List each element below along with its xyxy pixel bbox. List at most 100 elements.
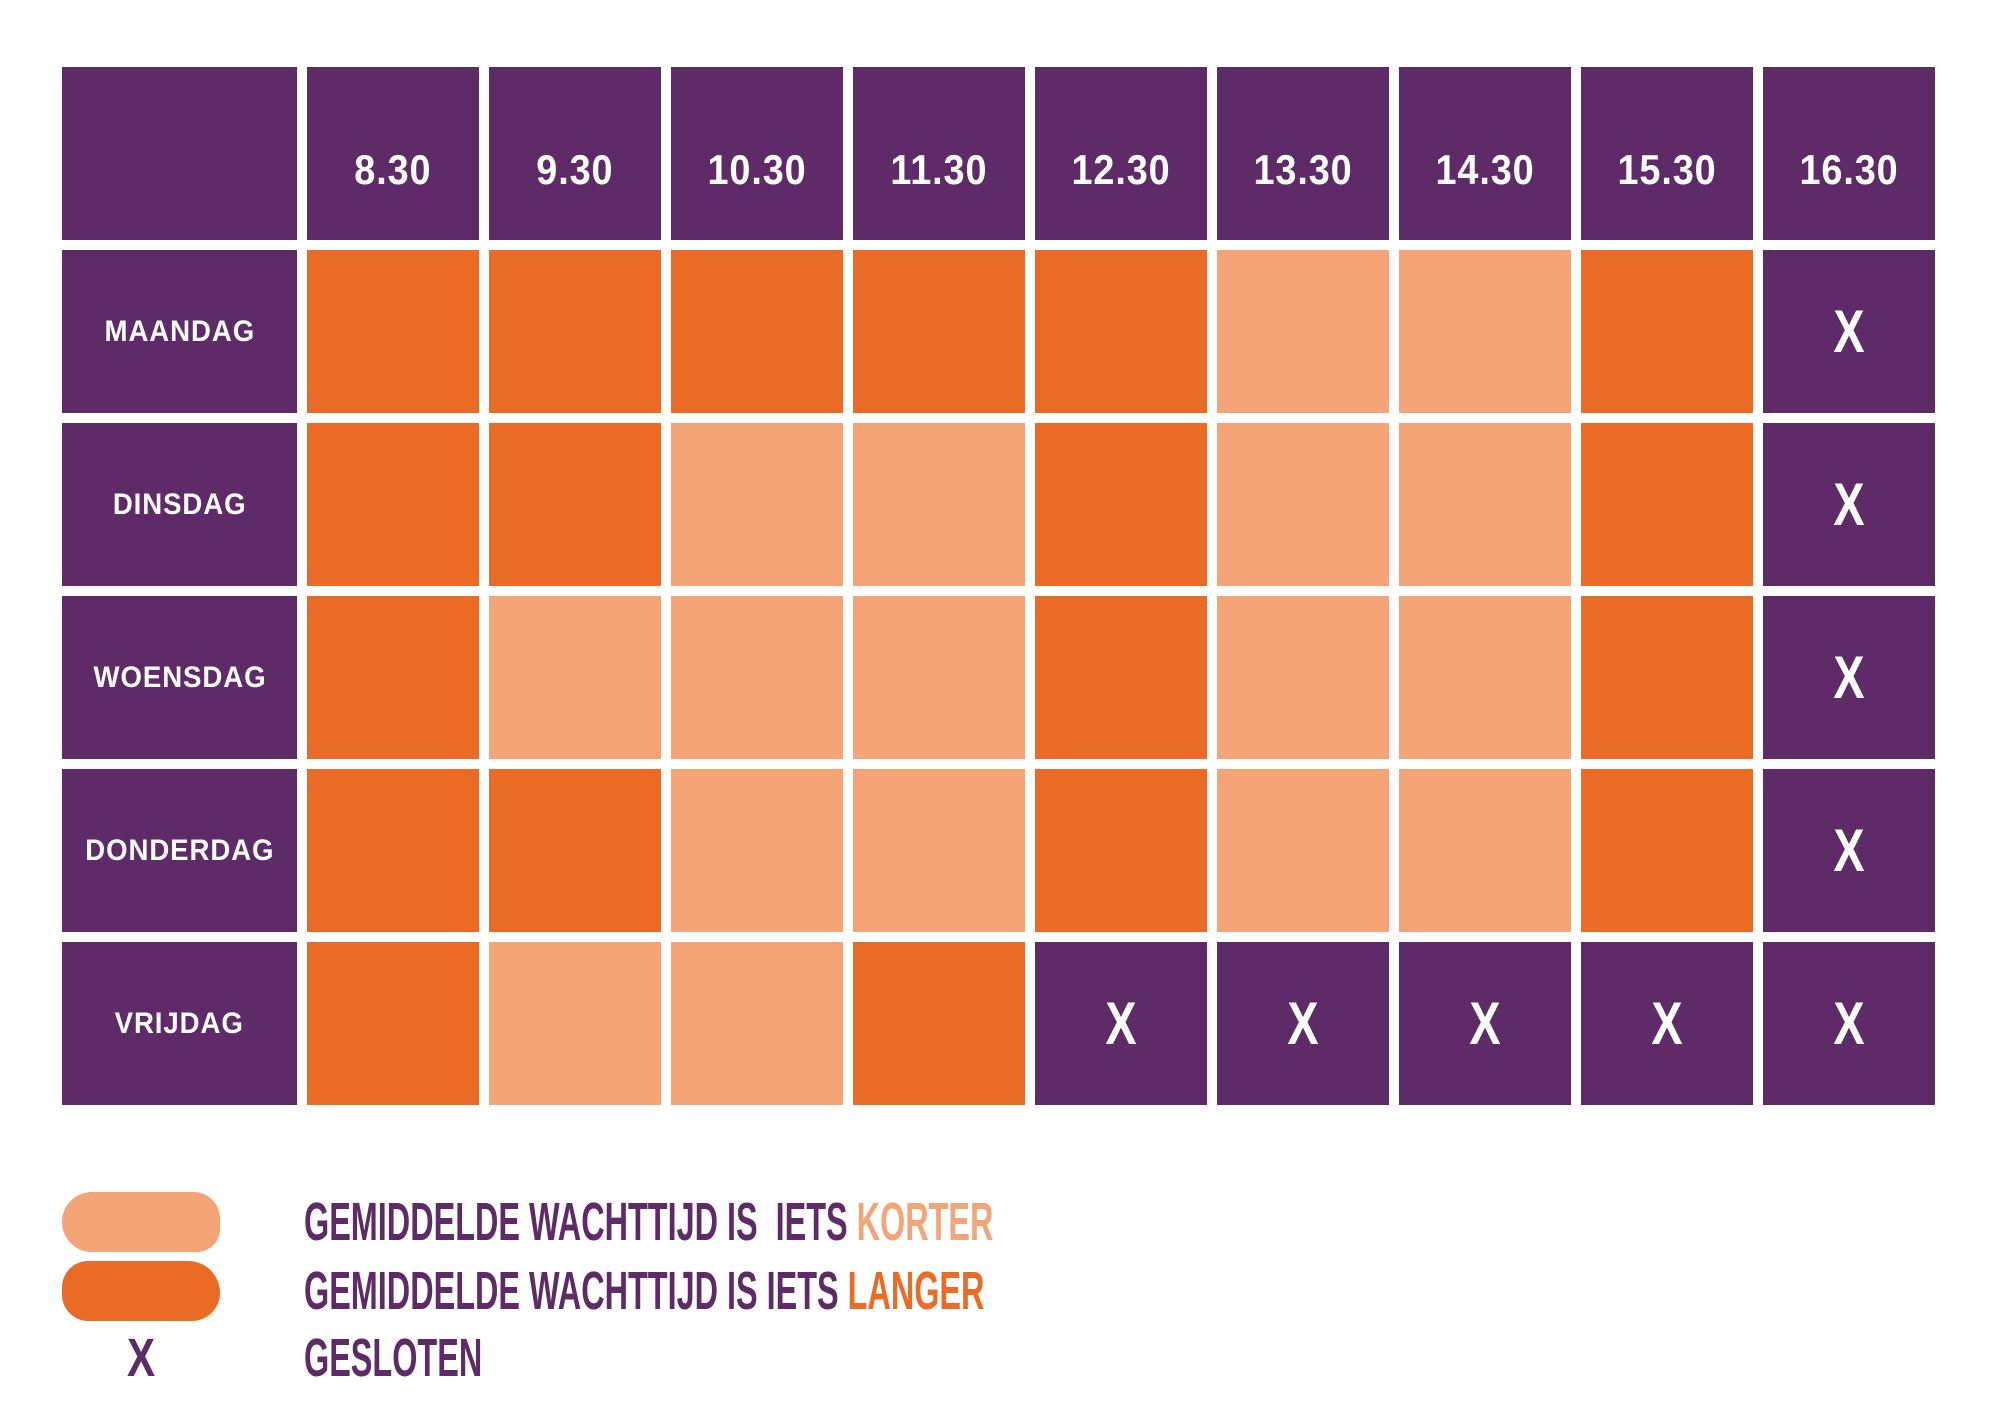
closed-cell-label: X xyxy=(1469,990,1501,1057)
wait-cell-langer xyxy=(853,250,1025,413)
wait-cell-korter xyxy=(1399,250,1571,413)
wait-cell-korter xyxy=(671,769,843,932)
legend-langer-prefix: GEMIDDELDE WACHTTIJD IS IETS xyxy=(304,1261,848,1321)
wait-cell-langer xyxy=(671,250,843,413)
time-header-8-30: 8.30 xyxy=(307,67,479,240)
day-label-dinsdag: DINSDAG xyxy=(62,423,297,586)
time-header-9-30: 9.30 xyxy=(489,67,661,240)
closed-x-mark: X xyxy=(62,1328,220,1388)
wait-cell-langer xyxy=(1581,423,1753,586)
day-label-woensdag-label: WOENSDAG xyxy=(93,660,266,694)
legend-langer-highlight: LANGER xyxy=(847,1261,985,1321)
wait-cell-langer xyxy=(1581,250,1753,413)
corner-cell xyxy=(62,67,297,240)
day-label-woensdag: WOENSDAG xyxy=(62,596,297,759)
time-header-12-30: 12.30 xyxy=(1035,67,1207,240)
wait-cell-langer xyxy=(489,769,661,932)
time-header-15-30-label: 15.30 xyxy=(1617,146,1717,193)
day-label-dinsdag-label: DINSDAG xyxy=(112,487,247,521)
time-header-16-30-label: 16.30 xyxy=(1799,146,1899,193)
legend-label-gesloten: GESLOTEN xyxy=(304,1331,601,1385)
legend-item-gesloten: X GESLOTEN xyxy=(62,1328,1453,1388)
time-header-13-30-label: 13.30 xyxy=(1253,146,1353,193)
wait-cell-langer xyxy=(1035,596,1207,759)
closed-cell-label: X xyxy=(1833,298,1865,365)
closed-cell-label: X xyxy=(1651,990,1683,1057)
legend-item-langer: GEMIDDELDE WACHTTIJD IS IETS LANGER xyxy=(62,1261,1453,1321)
time-header-10-30: 10.30 xyxy=(671,67,843,240)
closed-cell-label: X xyxy=(1833,471,1865,538)
closed-cell-label: X xyxy=(1105,990,1137,1057)
time-header-16-30: 16.30 xyxy=(1763,67,1935,240)
wait-cell-korter xyxy=(489,596,661,759)
day-label-maandag: MAANDAG xyxy=(62,250,297,413)
closed-cell: X xyxy=(1763,942,1935,1105)
wait-cell-korter xyxy=(853,423,1025,586)
legend-label-langer: GEMIDDELDE WACHTTIJD IS IETS LANGER xyxy=(304,1264,1438,1318)
wait-cell-korter xyxy=(853,596,1025,759)
wait-cell-langer xyxy=(1035,423,1207,586)
wait-cell-langer xyxy=(307,250,479,413)
time-header-14-30: 14.30 xyxy=(1399,67,1571,240)
wait-cell-langer xyxy=(489,250,661,413)
day-label-donderdag: DONDERDAG xyxy=(62,769,297,932)
wait-cell-langer xyxy=(1035,769,1207,932)
legend: GEMIDDELDE WACHTTIJD IS IETS KORTER GEMI… xyxy=(62,1192,1453,1395)
wait-cell-langer xyxy=(1035,250,1207,413)
time-header-14-30-label: 14.30 xyxy=(1435,146,1535,193)
wait-time-table: 8.30 9.30 10.30 11.30 12.30 13.30 14.30 15.30 16… xyxy=(62,67,1935,1105)
wait-cell-langer xyxy=(307,596,479,759)
closed-cell-label: X xyxy=(1833,990,1865,1057)
legend-korter-highlight: KORTER xyxy=(856,1192,994,1252)
time-header-12-30-label: 12.30 xyxy=(1071,146,1171,193)
time-header-11-30-label: 11.30 xyxy=(890,146,988,193)
day-label-vrijdag-label: VRIJDAG xyxy=(114,1006,245,1040)
time-header-8-30-label: 8.30 xyxy=(354,146,432,193)
wait-cell-langer xyxy=(307,423,479,586)
wait-cell-korter xyxy=(671,423,843,586)
wait-cell-korter xyxy=(1399,596,1571,759)
closed-x-mark-glyph: X xyxy=(126,1328,156,1388)
wait-cell-korter xyxy=(671,942,843,1105)
closed-cell: X xyxy=(1763,423,1935,586)
wait-cell-langer xyxy=(307,942,479,1105)
day-label-maandag-label: MAANDAG xyxy=(104,314,255,348)
wait-cell-korter xyxy=(1217,596,1389,759)
korter-swatch-pill xyxy=(62,1192,220,1252)
wait-cell-korter xyxy=(1217,423,1389,586)
wait-cell-langer xyxy=(1581,596,1753,759)
wait-cell-langer xyxy=(1581,769,1753,932)
wait-cell-korter xyxy=(1399,769,1571,932)
time-header-15-30: 15.30 xyxy=(1581,67,1753,240)
closed-cell: X xyxy=(1035,942,1207,1105)
closed-cell-label: X xyxy=(1833,817,1865,884)
wait-cell-korter xyxy=(1217,769,1389,932)
closed-cell: X xyxy=(1581,942,1753,1105)
closed-cell: X xyxy=(1217,942,1389,1105)
wait-cell-langer xyxy=(307,769,479,932)
time-header-10-30-label: 10.30 xyxy=(707,146,807,193)
legend-korter-prefix: GEMIDDELDE WACHTTIJD IS IETS xyxy=(304,1192,857,1252)
closed-cell: X xyxy=(1763,596,1935,759)
closed-cell-label: X xyxy=(1287,990,1319,1057)
legend-gesloten-text: GESLOTEN xyxy=(304,1328,483,1388)
time-header-13-30: 13.30 xyxy=(1217,67,1389,240)
closed-cell: X xyxy=(1763,250,1935,413)
wait-cell-korter xyxy=(1217,250,1389,413)
langer-swatch-pill xyxy=(62,1261,220,1321)
wait-cell-langer xyxy=(853,942,1025,1105)
day-label-vrijdag: VRIJDAG xyxy=(62,942,297,1105)
legend-item-korter: GEMIDDELDE WACHTTIJD IS IETS KORTER xyxy=(62,1192,1453,1252)
wait-cell-langer xyxy=(489,423,661,586)
day-label-donderdag-label: DONDERDAG xyxy=(84,833,275,867)
legend-label-korter: GEMIDDELDE WACHTTIJD IS IETS KORTER xyxy=(304,1195,1453,1249)
time-header-11-30: 11.30 xyxy=(853,67,1025,240)
closed-cell: X xyxy=(1399,942,1571,1105)
wait-cell-korter xyxy=(489,942,661,1105)
wait-cell-korter xyxy=(671,596,843,759)
time-header-9-30-label: 9.30 xyxy=(536,146,614,193)
wait-cell-korter xyxy=(1399,423,1571,586)
closed-cell: X xyxy=(1763,769,1935,932)
wait-cell-korter xyxy=(853,769,1025,932)
closed-cell-label: X xyxy=(1833,644,1865,711)
